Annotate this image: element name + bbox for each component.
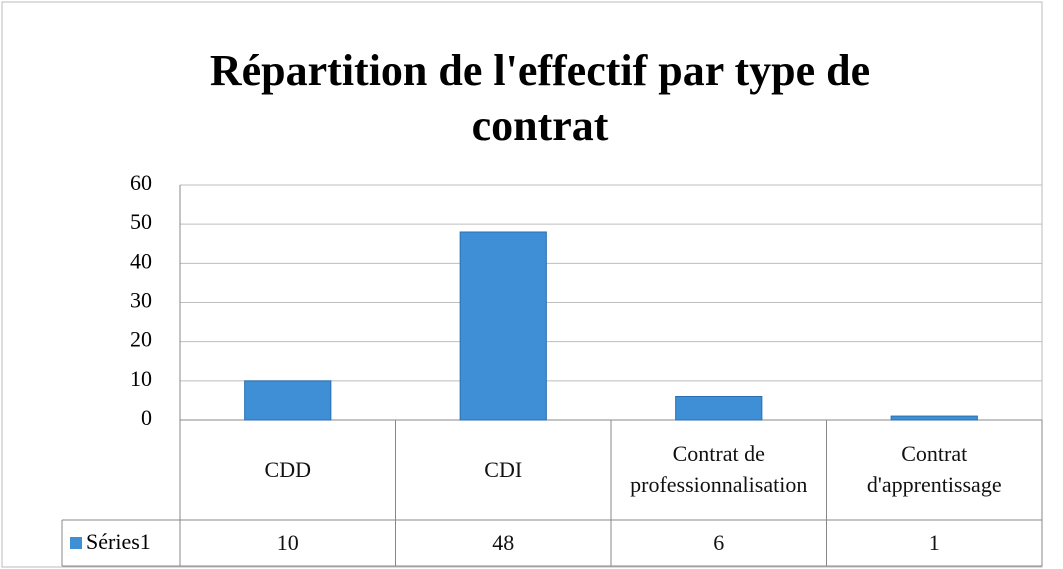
chart-title-continued: contrat xyxy=(472,101,609,150)
table-value: 10 xyxy=(276,529,299,555)
chart-title: Répartition de l'effectif par type de xyxy=(210,46,870,95)
bar xyxy=(244,380,332,421)
legend-swatch xyxy=(70,537,82,549)
y-tick-label: 50 xyxy=(130,209,152,234)
y-tick-label: 30 xyxy=(130,288,152,313)
y-tick-label: 60 xyxy=(130,170,152,195)
x-tick-label: CDD xyxy=(264,456,311,482)
bar xyxy=(675,396,763,421)
y-tick-label: 10 xyxy=(130,366,152,391)
x-tick-label: Contrat de professionnalisation xyxy=(630,441,808,497)
table-value: 6 xyxy=(713,529,725,555)
y-tick-label: 0 xyxy=(141,405,152,430)
legend-label: Séries1 xyxy=(86,529,151,554)
bar xyxy=(890,415,978,421)
x-tick-label: Contrat d'apprentissage xyxy=(866,441,1002,497)
table-value: 48 xyxy=(492,529,515,555)
bar xyxy=(459,231,547,421)
y-tick-label: 40 xyxy=(130,248,152,273)
table-value: 1 xyxy=(928,529,940,555)
y-tick-label: 20 xyxy=(130,327,152,352)
x-tick-label: CDI xyxy=(484,456,523,482)
